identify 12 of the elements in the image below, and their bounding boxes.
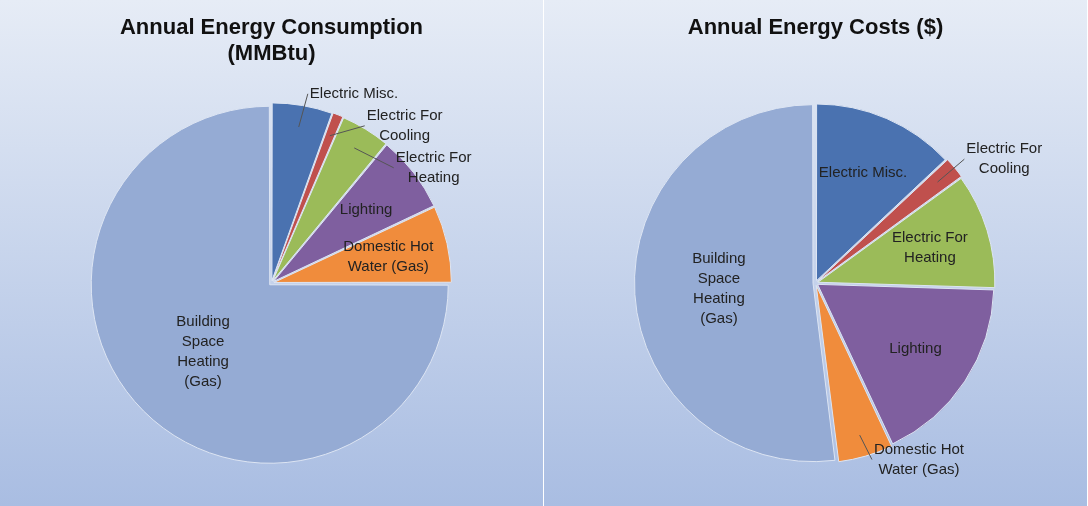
chart-title: Annual Energy Consumption (MMBtu) [118, 14, 425, 66]
slice-label: Electric Misc. [309, 83, 399, 101]
slice-label: Lighting [889, 338, 942, 356]
chart-title: Annual Energy Costs ($) [686, 14, 945, 40]
slice-label: Electric For Cooling [366, 105, 443, 143]
slice-label: Domestic Hot Water (Gas) [873, 439, 965, 477]
slice-label: Lighting [339, 199, 393, 217]
slice-label: Electric For Heating [891, 227, 968, 265]
slice-label: Building Space Heating (Gas) [692, 249, 746, 327]
slice-label: Electric For Cooling [966, 139, 1043, 177]
slice-label: Electric Misc. [818, 163, 908, 181]
slice-label: Building Space Heating (Gas) [176, 311, 230, 389]
